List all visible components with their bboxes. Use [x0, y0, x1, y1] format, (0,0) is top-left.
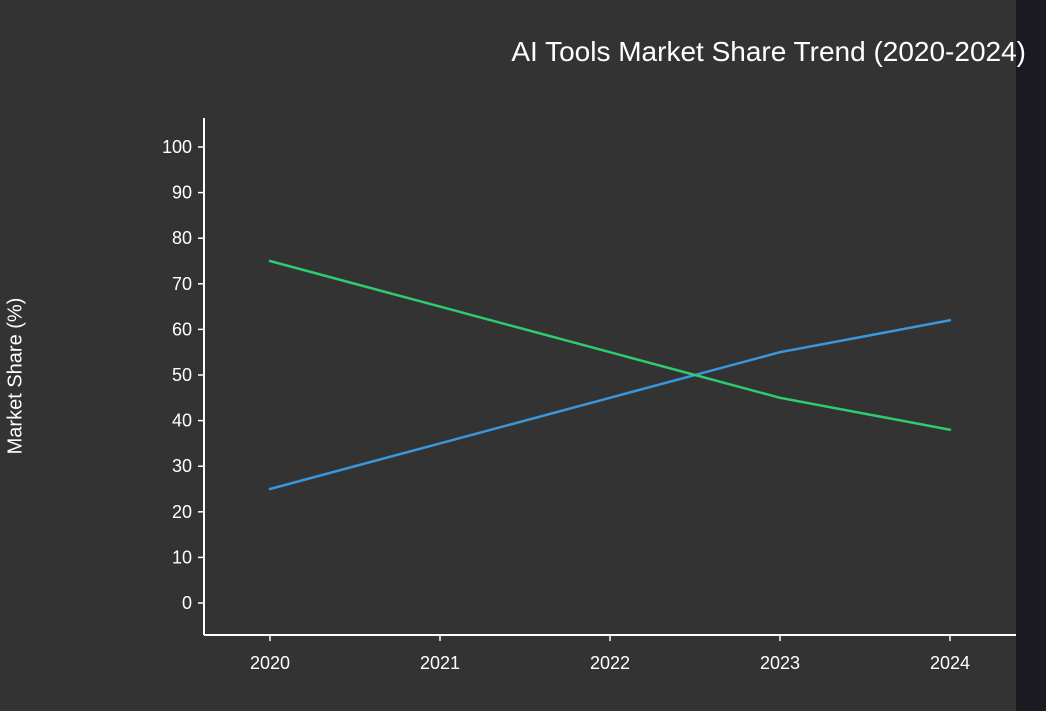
chart-title: AI Tools Market Share Trend (2020-2024) — [511, 36, 1026, 67]
y-tick-label: 70 — [172, 274, 192, 294]
x-tick-label: 2022 — [590, 653, 630, 673]
x-tick-label: 2024 — [930, 653, 970, 673]
chart-panel — [0, 0, 1016, 711]
series-line-2 — [268, 259, 952, 431]
series-lines — [268, 259, 952, 491]
x-axis: 2020 2021 2022 2023 2024 — [204, 634, 1016, 673]
x-tick-label: 2023 — [760, 653, 800, 673]
y-tick-label: 90 — [172, 183, 192, 203]
y-tick-label: 10 — [172, 547, 192, 567]
y-tick-label: 100 — [162, 137, 192, 157]
x-tick-label: 2020 — [250, 653, 290, 673]
y-tick-label: 60 — [172, 319, 192, 339]
y-tick-label: 20 — [172, 502, 192, 522]
y-tick-label: 50 — [172, 365, 192, 385]
y-tick-label: 30 — [172, 456, 192, 476]
y-tick-label: 40 — [172, 411, 192, 431]
side-strip — [1016, 0, 1046, 711]
series-line-1 — [268, 319, 952, 491]
x-tick-label: 2021 — [420, 653, 460, 673]
y-tick-label: 0 — [182, 593, 192, 613]
y-axis: 0 10 20 30 40 50 60 70 80 90 100 — [162, 118, 205, 635]
y-tick-label: 80 — [172, 228, 192, 248]
